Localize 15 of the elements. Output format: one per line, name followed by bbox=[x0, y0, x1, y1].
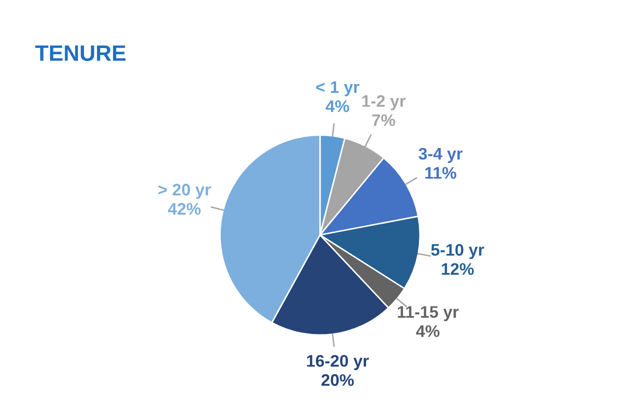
chart-title: TENURE bbox=[35, 45, 126, 61]
slice-label: > 20 yr bbox=[158, 184, 211, 199]
data-label: 4% bbox=[326, 100, 350, 112]
data-label: 12% bbox=[442, 263, 474, 275]
slice-label: < 1 yr bbox=[316, 81, 360, 96]
slice-label: 11-15 yr bbox=[398, 306, 459, 322]
slice-label: 1-2 yr bbox=[362, 95, 406, 110]
data-label: 42% bbox=[168, 202, 201, 215]
slice-label: 5-10 yr bbox=[431, 244, 484, 260]
data-label: 11% bbox=[425, 167, 456, 179]
data-label: 4% bbox=[416, 325, 440, 337]
data-label: 20% bbox=[321, 374, 354, 386]
data-label: 7% bbox=[372, 114, 396, 126]
slice-label: 3-4 yr bbox=[418, 148, 462, 163]
slice-label: 16-20 yr bbox=[307, 355, 369, 370]
